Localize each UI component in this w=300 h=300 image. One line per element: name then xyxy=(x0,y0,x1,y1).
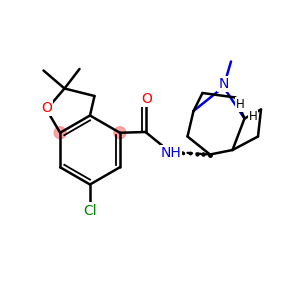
Text: Cl: Cl xyxy=(83,204,97,218)
Circle shape xyxy=(114,127,126,139)
Text: O: O xyxy=(142,92,152,106)
Circle shape xyxy=(54,127,66,139)
Text: H: H xyxy=(248,110,257,124)
Text: N: N xyxy=(218,77,229,91)
Text: H: H xyxy=(236,98,244,111)
Text: O: O xyxy=(41,101,52,115)
Text: NH: NH xyxy=(160,146,182,160)
